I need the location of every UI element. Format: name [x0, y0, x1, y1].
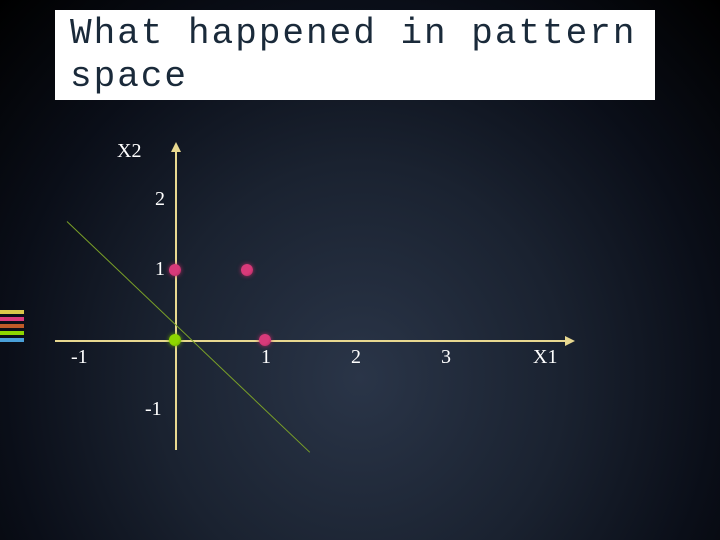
x-tick-label: 2	[351, 346, 361, 369]
x-axis-arrow-icon	[565, 336, 575, 346]
pattern-space-chart: X2 X1 -1123-112	[55, 150, 615, 470]
accent-stripes	[0, 310, 24, 370]
accent-stripe	[0, 310, 24, 314]
y-axis-arrow-icon	[171, 142, 181, 152]
accent-stripe	[0, 338, 24, 342]
accent-stripe	[0, 317, 24, 321]
data-point	[169, 264, 181, 276]
x-axis-label: X1	[533, 346, 557, 369]
y-axis-label: X2	[117, 140, 141, 163]
accent-stripe	[0, 324, 24, 328]
x-axis	[55, 340, 565, 342]
y-tick-label: 2	[155, 188, 165, 211]
x-tick-label: 1	[261, 346, 271, 369]
y-tick-label: 1	[155, 258, 165, 281]
page-title: What happened in pattern space	[70, 12, 720, 98]
x-tick-label: 3	[441, 346, 451, 369]
data-point	[259, 334, 271, 346]
x-tick-label: -1	[71, 346, 88, 369]
data-point	[169, 334, 181, 346]
y-axis	[175, 150, 177, 450]
y-tick-label: -1	[145, 398, 162, 421]
data-point	[241, 264, 253, 276]
accent-stripe	[0, 331, 24, 335]
decision-boundary	[67, 221, 311, 453]
